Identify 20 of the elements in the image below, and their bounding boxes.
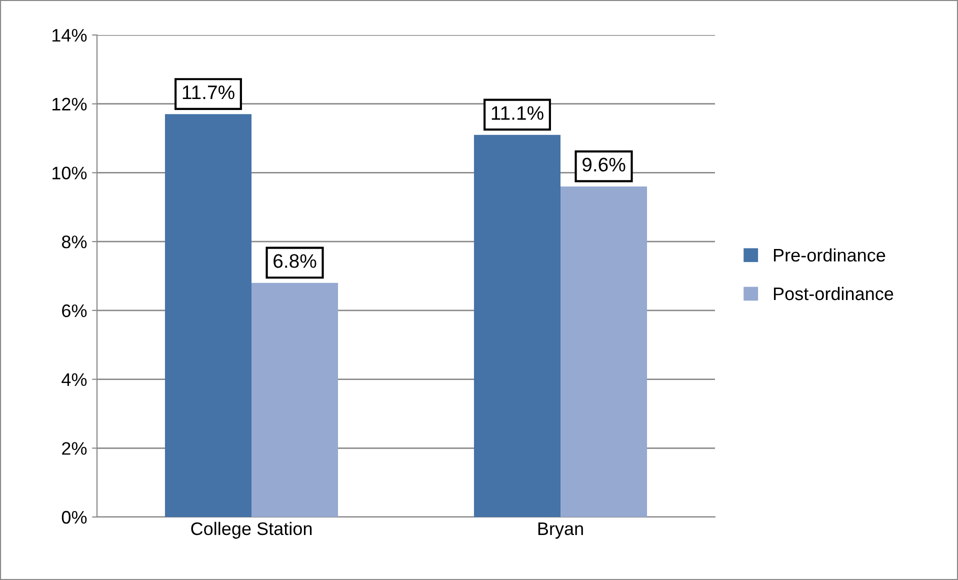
x-tick-label: College Station — [191, 522, 312, 539]
data-label: 9.6% — [582, 158, 626, 172]
y-tick-label: 2% — [62, 442, 87, 455]
bar — [560, 186, 648, 517]
y-tick-label: 14% — [52, 29, 87, 42]
y-tick-label: 12% — [52, 98, 87, 111]
legend-label: Post-ordinance — [774, 286, 894, 300]
data-label: 11.7% — [182, 86, 234, 100]
x-tick-label: Bryan — [538, 522, 583, 539]
y-tick-label: 8% — [62, 236, 87, 248]
bar — [164, 114, 252, 517]
y-tick-label: 6% — [62, 304, 87, 318]
y-tick-label: 0% — [62, 510, 87, 524]
bar — [252, 282, 338, 517]
bar — [474, 134, 560, 517]
y-tick-label: 4% — [62, 373, 87, 386]
y-tick-label: 10% — [52, 166, 87, 180]
legend-label: Pre-ordinance — [774, 248, 886, 262]
data-label: 11.1% — [492, 106, 544, 120]
data-label: 6.8% — [274, 254, 316, 268]
